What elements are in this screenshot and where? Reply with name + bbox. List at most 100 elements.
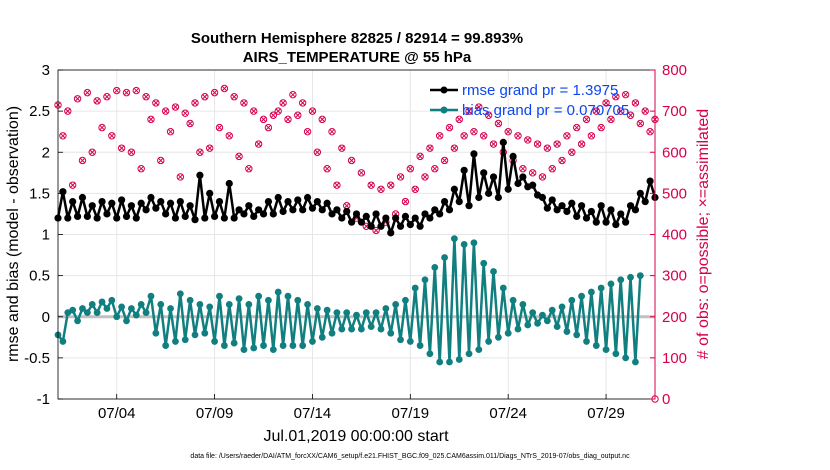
- rmse-series: [54, 138, 659, 237]
- rmse-point: [152, 204, 160, 212]
- obs-possible-marker: [435, 132, 444, 140]
- obs-assimilated-marker: [387, 182, 394, 189]
- bias-point: [514, 325, 522, 333]
- bias-point: [274, 288, 282, 296]
- legend: rmse grand pr = 1.3975 bias grand pr = 0…: [430, 82, 629, 119]
- bias-point: [250, 344, 258, 352]
- obs-possible-marker: [573, 123, 581, 132]
- rmse-point: [210, 212, 219, 221]
- obs-possible-marker: [455, 115, 463, 124]
- y-right-tick-label: 700: [662, 103, 687, 120]
- legend-bias-label: bias grand pr = 0.070705: [462, 102, 629, 119]
- obs-assimilated-marker: [603, 100, 609, 106]
- obs-possible-marker: [137, 165, 145, 173]
- y-right-tick-label: 400: [662, 227, 687, 244]
- obs-possible-marker: [431, 165, 439, 173]
- obs-possible-marker: [577, 140, 586, 148]
- obs-assimilated-marker: [69, 182, 76, 189]
- obs-assimilated-marker: [334, 182, 340, 189]
- rmse-point: [622, 218, 630, 226]
- bias-point: [289, 342, 297, 349]
- bias-point: [548, 306, 556, 314]
- obs-assimilated-marker: [148, 116, 154, 123]
- obs-assimilated-marker: [515, 132, 521, 139]
- chart-title-line2: AIRS_TEMPERATURE @ 55 hPa: [243, 49, 472, 66]
- obs-possible-marker: [254, 140, 263, 148]
- obs-possible-marker: [196, 148, 204, 156]
- bias-point: [88, 301, 96, 308]
- rmse-point: [436, 210, 444, 218]
- obs-possible-marker: [98, 123, 106, 132]
- bias-point: [392, 301, 400, 308]
- legend-rmse-marker: [440, 86, 448, 94]
- bias-point: [123, 317, 130, 325]
- bias-point: [191, 331, 199, 339]
- obs-assimilated-marker: [568, 149, 575, 156]
- bias-point: [181, 336, 189, 344]
- rmse-point: [69, 198, 77, 206]
- obs-possible-marker: [230, 93, 238, 101]
- bias-point: [431, 264, 439, 271]
- obs-possible-marker: [621, 90, 630, 99]
- obs-possible-marker: [377, 185, 385, 193]
- obs-assimilated-marker: [549, 165, 556, 172]
- bias-point: [318, 333, 326, 341]
- rmse-point: [230, 214, 238, 222]
- obs-assimilated-marker: [647, 128, 653, 135]
- obs-assimilated-marker: [441, 157, 448, 164]
- y-right-tick-label: 800: [662, 62, 687, 79]
- rmse-point: [103, 210, 111, 218]
- obs-assimilated-marker: [123, 89, 130, 96]
- y-axis-left-label: rmse and bias (model - observation): [5, 106, 22, 362]
- x-tick-label: 07/14: [294, 405, 332, 422]
- bias-point: [636, 272, 644, 280]
- rmse-point: [64, 214, 72, 222]
- rmse-point: [372, 210, 380, 218]
- obs-possible-marker: [318, 115, 326, 124]
- rmse-point: [113, 214, 121, 222]
- y-left-tick-label: 2: [42, 144, 50, 161]
- x-tick-label: 07/29: [587, 405, 625, 422]
- rmse-point: [543, 204, 551, 212]
- rmse-point: [108, 199, 116, 207]
- obs-possible-marker: [113, 86, 121, 95]
- rmse-point: [352, 210, 361, 218]
- obs-assimilated-marker: [446, 124, 453, 131]
- rmse-point: [362, 212, 370, 221]
- obs-possible-marker: [631, 99, 640, 107]
- y-right-tick-label: 300: [662, 268, 687, 285]
- obs-assimilated-marker: [153, 100, 159, 106]
- obs-assimilated-marker: [309, 108, 316, 114]
- obs-assimilated-marker: [407, 165, 414, 172]
- legend-rmse-label: rmse grand pr = 1.3975: [462, 82, 618, 99]
- obs-possible-marker: [83, 88, 92, 97]
- bias-point: [265, 296, 272, 304]
- rmse-point: [489, 173, 498, 181]
- bias-point: [460, 240, 468, 248]
- rmse-point: [401, 212, 410, 221]
- obs-possible-marker: [147, 115, 155, 124]
- obs-assimilated-marker: [490, 141, 497, 147]
- obs-count-series: [54, 84, 659, 403]
- obs-assimilated-marker: [578, 141, 585, 147]
- y-left-tick-label: 2.5: [29, 103, 50, 120]
- obs-possible-marker: [372, 226, 380, 235]
- obs-possible-marker: [103, 93, 111, 101]
- rmse-point: [568, 199, 576, 207]
- obs-assimilated-marker: [505, 128, 512, 135]
- obs-assimilated-marker: [436, 132, 443, 139]
- x-axis: 07/04 07/09 07/14 07/19 07/24 07/29: [98, 394, 625, 422]
- obs-possible-marker: [641, 107, 649, 115]
- rmse-point: [333, 206, 341, 214]
- bias-point: [397, 336, 404, 344]
- y-left-tick-label: -0.5: [24, 350, 50, 367]
- rmse-point: [264, 198, 273, 206]
- obs-possible-marker: [387, 181, 395, 189]
- obs-possible-marker: [421, 173, 429, 181]
- bias-point: [450, 235, 458, 243]
- obs-assimilated-marker: [475, 104, 482, 110]
- obs-assimilated-marker: [241, 100, 247, 106]
- rmse-point: [499, 138, 507, 146]
- rmse-point: [318, 206, 326, 214]
